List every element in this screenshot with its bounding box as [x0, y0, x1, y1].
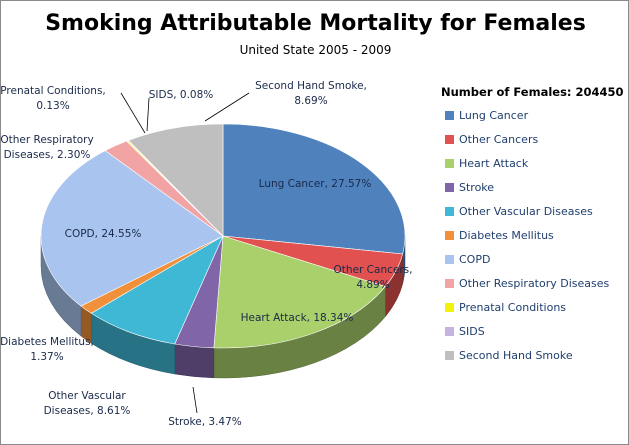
legend-swatch — [445, 207, 454, 216]
chart-title: Smoking Attributable Mortality for Femal… — [45, 11, 586, 36]
data-label-second-hand-smoke: Second Hand Smoke, 8.69% — [255, 80, 367, 107]
legend-item-diabetes-mellitus: Diabetes Mellitus — [437, 229, 627, 253]
pie-side-walls — [40, 235, 406, 379]
data-label-other-respiratory-diseases: Other Respiratory Diseases, 2.30% — [1, 134, 94, 161]
pie-slice-second-hand-smoke — [127, 123, 224, 237]
pie-slice-lung-cancer — [222, 123, 406, 255]
legend-label: COPD — [459, 253, 491, 266]
legend: Number of Females: 204450 Lung Cancer Oth… — [437, 85, 627, 373]
leader-line — [192, 386, 198, 414]
legend-label: Stroke — [459, 181, 495, 194]
legend-label: Other Cancers — [459, 133, 539, 146]
legend-swatch — [445, 351, 454, 360]
data-label-diabetes-mellitus: Diabetes Mellitus, 1.37% — [1, 336, 94, 363]
data-label-sids: SIDS, 0.08% — [149, 89, 214, 101]
pie-slice-other-vascular-diseases — [90, 235, 224, 345]
pie-side-4 — [174, 343, 215, 379]
legend-label: Heart Attack — [459, 157, 529, 170]
pie-data-labels: Lung Cancer, 27.57% Other Cancers, 4.89% He… — [1, 80, 412, 428]
legend-swatch — [445, 231, 454, 240]
leader-line — [146, 97, 150, 132]
leader-line — [204, 92, 250, 122]
data-label-other-vascular-diseases: Other Vascular Diseases, 8.61% — [44, 390, 131, 417]
chart-subtitle: United State 2005 - 2009 — [239, 43, 392, 57]
pie-slice-copd — [40, 150, 224, 307]
legend-item-other-respiratory-diseases: Other Respiratory Diseases — [437, 277, 627, 301]
legend-swatch — [445, 255, 454, 264]
legend-item-stroke: Stroke — [437, 181, 627, 205]
legend-label: Lung Cancer — [459, 109, 529, 122]
data-label-other-cancers: Other Cancers, 4.89% — [334, 264, 413, 291]
legend-item-other-vascular-diseases: Other Vascular Diseases — [437, 205, 627, 229]
legend-label: Other Vascular Diseases — [459, 205, 593, 218]
legend-item-sids: SIDS — [437, 325, 627, 349]
legend-swatch — [445, 303, 454, 312]
legend-title: Number of Females: 204450 — [441, 85, 624, 99]
legend-label: SIDS — [459, 325, 485, 338]
data-label-heart-attack: Heart Attack, 18.34% — [241, 312, 354, 324]
legend-item-copd: COPD — [437, 253, 627, 277]
legend-item-lung-cancer: Lung Cancer — [437, 109, 627, 133]
legend-swatch — [445, 327, 454, 336]
legend-label: Diabetes Mellitus — [459, 229, 554, 242]
legend-item-heart-attack: Heart Attack — [437, 157, 627, 181]
legend-swatch — [445, 111, 454, 120]
pie-slices — [40, 123, 406, 349]
data-label-lung-cancer: Lung Cancer, 27.57% — [259, 178, 372, 190]
legend-swatch — [445, 279, 454, 288]
legend-swatch — [445, 135, 454, 144]
data-label-prenatal-conditions: Prenatal Conditions, 0.13% — [1, 85, 106, 112]
legend-item-other-cancers: Other Cancers — [437, 133, 627, 157]
data-label-stroke: Stroke, 3.47% — [168, 416, 242, 428]
data-label-copd: COPD, 24.55% — [65, 228, 142, 240]
legend-item-prenatal-conditions: Prenatal Conditions — [437, 301, 627, 325]
legend-label: Second Hand Smoke — [459, 349, 573, 362]
pie-slice-heart-attack — [213, 235, 386, 349]
legend-label: Prenatal Conditions — [459, 301, 567, 314]
legend-swatch — [445, 159, 454, 168]
leader-line — [120, 92, 146, 134]
legend-swatch — [445, 183, 454, 192]
legend-label: Other Respiratory Diseases — [459, 277, 610, 290]
legend-item-second-hand-smoke: Second Hand Smoke — [437, 349, 627, 373]
